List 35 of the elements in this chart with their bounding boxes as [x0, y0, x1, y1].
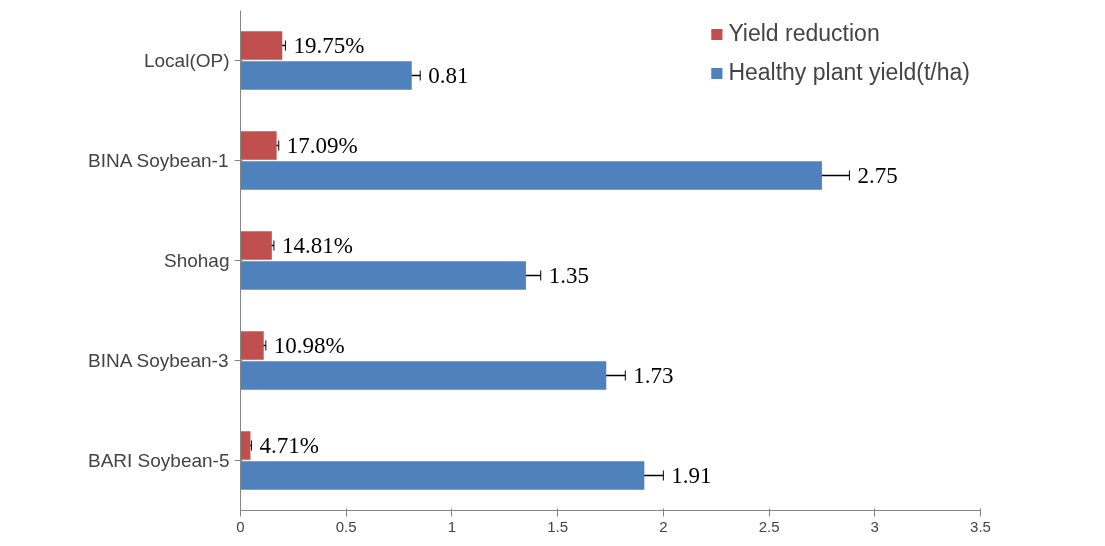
- y-tick-label: BINA Soybean-1: [87, 150, 229, 171]
- bar: [240, 361, 607, 390]
- bar: [240, 131, 277, 160]
- data-label: 10.98%: [273, 333, 345, 358]
- x-tick-label: 2: [659, 517, 668, 535]
- x-tick-label: 0.5: [335, 517, 357, 535]
- data-label: 0.81: [428, 63, 469, 88]
- data-label: 19.75%: [293, 33, 365, 58]
- bar: [240, 61, 412, 90]
- bar: [240, 461, 645, 490]
- bar: [240, 431, 251, 460]
- y-tick-label: Local(OP): [143, 50, 230, 71]
- y-tick-label: Shohag: [163, 250, 230, 271]
- data-label: 14.81%: [281, 233, 353, 258]
- bar: [240, 261, 526, 290]
- x-tick-label: 3.5: [970, 517, 991, 535]
- legend-label: Healthy plant yield(t/ha): [728, 59, 970, 86]
- y-tick-label: BARI Soybean-5: [87, 450, 230, 471]
- bar: [240, 161, 822, 190]
- data-label: 1.91: [671, 463, 712, 488]
- bar: [240, 331, 264, 360]
- data-label: 1.35: [548, 263, 589, 288]
- y-tick-label: BINA Soybean-3: [87, 350, 229, 371]
- data-label: 2.75: [857, 163, 898, 188]
- x-tick-label: 2.5: [758, 517, 780, 535]
- bar: [240, 31, 283, 60]
- data-label: 17.09%: [286, 133, 358, 158]
- x-tick-label: 3: [870, 517, 879, 535]
- data-label: 1.73: [633, 363, 674, 388]
- legend-label: Yield reduction: [728, 20, 880, 47]
- x-tick-label: 1: [447, 517, 457, 535]
- x-tick-label: 0: [236, 517, 245, 535]
- bar: [240, 231, 272, 260]
- x-tick-label: 1.5: [547, 517, 569, 535]
- data-label: 4.71%: [259, 433, 319, 458]
